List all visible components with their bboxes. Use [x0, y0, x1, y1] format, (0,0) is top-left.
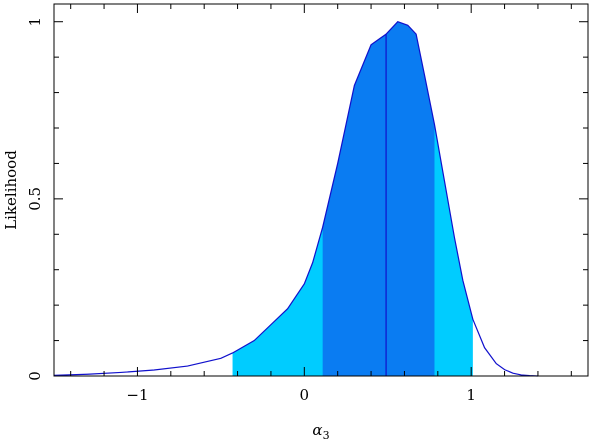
- x-axis-title-subscript: 3: [323, 429, 330, 442]
- axis-tick-labels: −1 0 1 0 0.5 1: [26, 17, 476, 404]
- y-tick-label: 0.5: [26, 187, 44, 211]
- likelihood-curve-layer: [53, 21, 538, 377]
- plot-frame: [53, 3, 589, 377]
- y-tick-label: 0: [26, 371, 44, 381]
- confidence-bands: [232, 21, 473, 376]
- y-tick-label: 1: [26, 17, 44, 27]
- x-tick-label: 1: [466, 386, 476, 404]
- x-axis-title-symbol: α: [312, 421, 322, 439]
- y-axis-title: Likelihood: [2, 150, 20, 230]
- x-tick-label: −1: [126, 386, 148, 404]
- axis-ticks: [54, 4, 588, 377]
- x-axis-title: α3: [312, 421, 329, 442]
- band-68pct: [322, 21, 435, 376]
- likelihood-curve: [53, 21, 538, 377]
- x-tick-label: 0: [300, 386, 310, 404]
- plot-border: [53, 3, 589, 377]
